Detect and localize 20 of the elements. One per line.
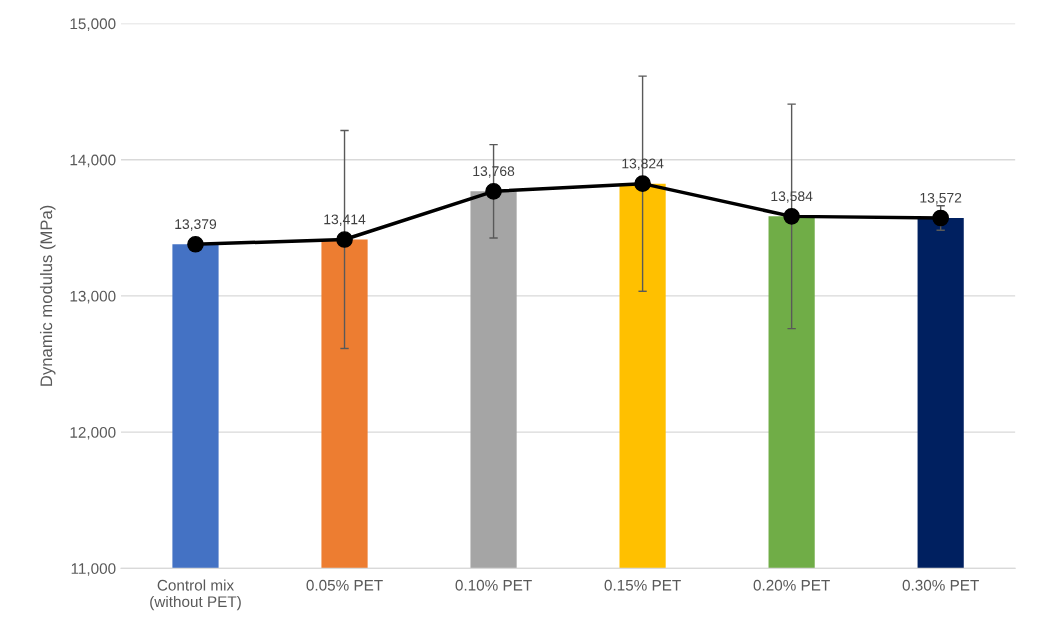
y-tick-label: 15,000 xyxy=(70,18,116,31)
data-label: 13,379 xyxy=(175,219,217,231)
x-tick-label: 0.20% PET xyxy=(753,579,830,591)
y-tick-label: 14,000 xyxy=(70,154,116,168)
point xyxy=(932,209,949,227)
x-tick-label: 0.05% PET xyxy=(306,579,383,591)
x-tick-label: 0.10% PET xyxy=(455,579,532,591)
point xyxy=(187,235,204,253)
point xyxy=(634,175,651,193)
y-tick-label: 13,000 xyxy=(70,290,116,304)
y-tick-label: 11,000 xyxy=(71,563,116,576)
point xyxy=(485,182,502,200)
data-label: 13,572 xyxy=(920,192,962,205)
y-axis-title: Dynamic modulus (MPa) xyxy=(39,205,56,386)
point xyxy=(783,208,800,225)
x-tick-label: Control mix (without PET) xyxy=(150,579,241,611)
x-tick-label: 0.15% PET xyxy=(604,579,681,591)
y-tick-label: 12,000 xyxy=(70,426,116,440)
point xyxy=(336,231,353,248)
x-tick-label: 0.30% PET xyxy=(902,579,979,591)
